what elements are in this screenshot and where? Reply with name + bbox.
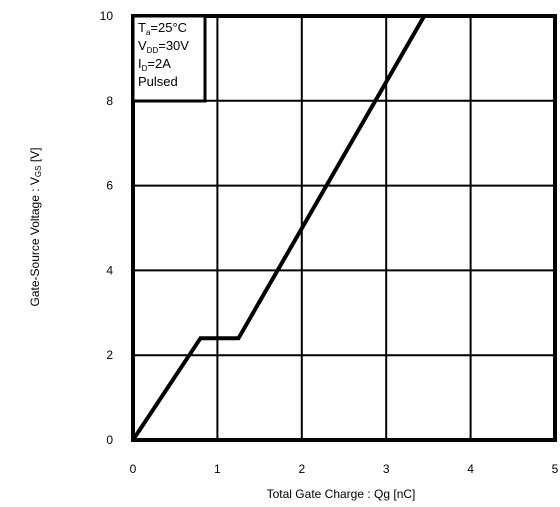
y-tick-label: 10 (100, 9, 114, 23)
plot-border (131, 14, 557, 442)
condition-supply-voltage: VDD=30V (138, 38, 189, 55)
x-tick-label: 1 (214, 462, 221, 476)
grid (133, 16, 555, 440)
x-tick-label: 2 (298, 462, 305, 476)
y-axis-label: Gate-Source Voltage : VGS [V] (28, 148, 43, 307)
x-tick-label: 3 (383, 462, 390, 476)
vgs-vs-qg-curve (131, 15, 426, 442)
condition-pulsed: Pulsed (138, 74, 178, 89)
conditions-legend: Ta=25°C VDD=30V ID=2A Pulsed (131, 14, 207, 103)
y-tick-label: 6 (106, 179, 113, 193)
plot-frame (131, 14, 557, 442)
y-tick-label: 4 (106, 263, 113, 277)
y-tick-label: 8 (106, 94, 113, 108)
condition-drain-current: ID=2A (138, 56, 171, 73)
y-tick-label: 0 (106, 433, 113, 447)
conditions-legend-box (131, 14, 207, 103)
y-tick-labels: 0 2 4 6 8 10 (100, 9, 114, 447)
condition-temperature: Ta=25°C (138, 20, 187, 37)
x-axis-label: Total Gate Charge : Qg [nC] (267, 487, 416, 501)
y-tick-label: 2 (106, 348, 113, 362)
x-tick-label: 4 (467, 462, 474, 476)
x-tick-label: 0 (130, 462, 137, 476)
x-tick-labels: 0 1 2 3 4 5 (130, 462, 559, 476)
x-tick-label: 5 (552, 462, 559, 476)
series-layer (131, 15, 426, 442)
